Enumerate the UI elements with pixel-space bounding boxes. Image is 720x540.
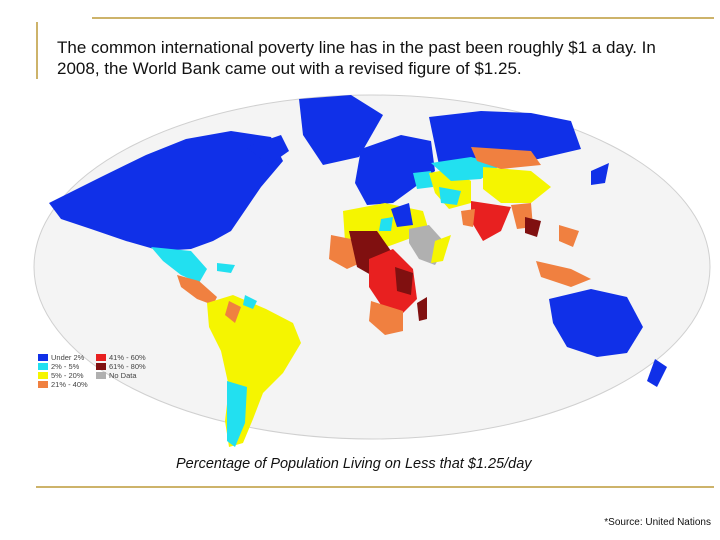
- legend-swatch: [38, 354, 48, 361]
- legend-item: Under 2%: [38, 353, 84, 362]
- legend-swatch: [96, 354, 106, 361]
- source-note: *Source: United Nations: [604, 517, 711, 528]
- africa: [329, 203, 451, 335]
- legend-item: 21% - 40%: [38, 380, 88, 389]
- legend-label: 21% - 40%: [51, 380, 88, 389]
- legend-item: 2% - 5%: [38, 362, 79, 371]
- intro-text: The common international poverty line ha…: [57, 38, 656, 78]
- top-rule: [92, 17, 714, 19]
- north-america: [49, 95, 383, 305]
- legend-label: No Data: [109, 371, 137, 380]
- legend-item: 5% - 20%: [38, 371, 84, 380]
- legend-label: Under 2%: [51, 353, 85, 362]
- legend-item: 41% - 60%: [96, 353, 146, 362]
- legend-item: No Data: [96, 371, 137, 380]
- asia: [429, 147, 609, 287]
- bottom-rule: [36, 486, 714, 488]
- legend-swatch: [38, 363, 48, 370]
- left-rule: [36, 22, 38, 79]
- legend-label: 41% - 60%: [109, 353, 146, 362]
- south-america: [207, 295, 301, 447]
- legend-item: 61% - 80%: [96, 362, 146, 371]
- legend-label: 5% - 20%: [51, 371, 84, 380]
- map-caption: Percentage of Population Living on Less …: [176, 456, 532, 472]
- world-poverty-map: [33, 94, 711, 447]
- oceania: [549, 289, 667, 387]
- legend-swatch: [38, 372, 48, 379]
- legend-swatch: [38, 381, 48, 388]
- europe: [355, 111, 581, 205]
- legend-swatch: [96, 363, 106, 370]
- legend-swatch: [96, 372, 106, 379]
- legend-label: 61% - 80%: [109, 362, 146, 371]
- legend-label: 2% - 5%: [51, 362, 80, 371]
